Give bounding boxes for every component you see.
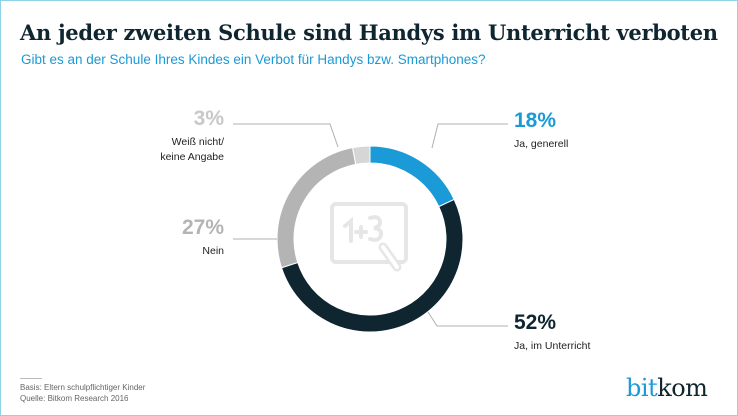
chart-title: An jeder zweiten Schule sind Handys im U… xyxy=(20,20,718,45)
slice-ja-generell xyxy=(369,145,455,208)
slice-label-weiss-nicht: Weiß nicht/ keine Angabe xyxy=(124,135,224,165)
slice-nein xyxy=(276,147,357,269)
slice-value-ja-generell: 18% xyxy=(514,109,557,132)
bitkom-logo: bitkom xyxy=(626,374,708,402)
slice-value-nein: 27% xyxy=(181,216,224,239)
slice-value-ja-im-unterricht: 52% xyxy=(514,311,557,334)
slice-label-nein: Nein xyxy=(202,245,224,257)
footer-basis: Basis: Eltern schulpflichtiger Kinder xyxy=(20,383,146,392)
leader-weiss-nicht xyxy=(233,123,339,148)
leader-ja-generell xyxy=(431,123,508,149)
slice-weiss-nicht xyxy=(351,145,371,165)
chart-subtitle: Gibt es an der Schule Ihres Kindes ein V… xyxy=(21,52,486,67)
logo-part-bit: bit xyxy=(626,374,658,402)
slice-label-line-2: keine Angabe xyxy=(160,151,224,163)
footer-notes: Basis: Eltern schulpflichtiger Kinder Qu… xyxy=(20,382,145,404)
footer-source: Quelle: Bitkom Research 2016 xyxy=(20,394,129,403)
chalkboard-icon xyxy=(330,202,408,272)
leader-ja-im-unterricht xyxy=(427,311,508,327)
slice-label-ja-im-unterricht: Ja, im Unterricht xyxy=(514,340,591,352)
slice-label-line-1: Weiß nicht/ xyxy=(171,136,224,148)
logo-part-kom: kom xyxy=(657,374,708,402)
slice-label-ja-generell: Ja, generell xyxy=(514,138,569,150)
slice-value-weiss-nicht: 3% xyxy=(193,107,224,130)
footer-divider xyxy=(20,378,42,379)
